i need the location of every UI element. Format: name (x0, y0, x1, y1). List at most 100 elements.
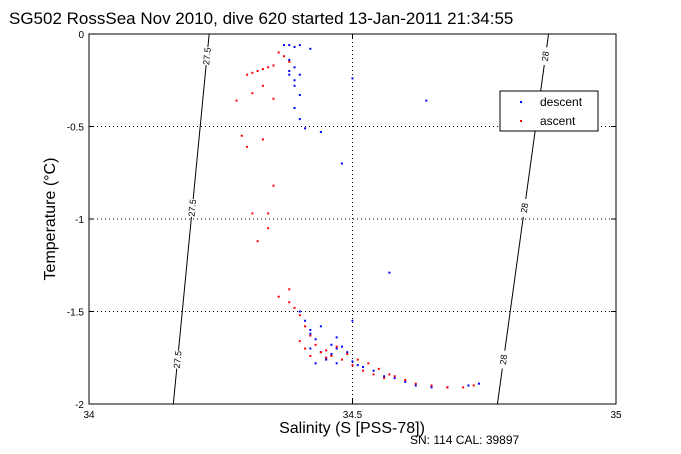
descent-point (372, 369, 375, 372)
ascent-point (404, 378, 407, 381)
y-tick-label: -0.5 (67, 123, 85, 134)
x-tick-label: 34 (83, 410, 95, 421)
descent-point (335, 336, 338, 339)
descent-point (330, 353, 333, 356)
x-tick-label: 35 (610, 410, 622, 421)
descent-point (335, 347, 338, 350)
ascent-point (251, 92, 254, 95)
descent-point (340, 162, 343, 165)
ascent-point (288, 288, 291, 291)
ascent-point (430, 384, 433, 387)
contour-label-bg (518, 198, 531, 218)
descent-point (362, 366, 365, 368)
x-axis-label: Salinity (S [PSS-78]) (279, 420, 425, 437)
legend (499, 90, 599, 132)
descent-point (467, 384, 470, 387)
descent-point (282, 44, 285, 47)
ascent-point (319, 351, 322, 354)
descent-point (425, 99, 428, 102)
x-tick-label: 34.5 (343, 410, 363, 421)
ascent-point (335, 345, 338, 348)
legend-label-ascent: ascent (540, 114, 576, 128)
ascent-point (362, 369, 365, 372)
descent-point (298, 310, 301, 313)
contour-label-bg (201, 46, 213, 66)
descent-point (325, 358, 328, 361)
ascent-point (240, 134, 243, 137)
ascent-point (304, 325, 307, 328)
ascent-point (393, 375, 396, 378)
descent-point (330, 343, 333, 346)
ascent-point (282, 55, 285, 58)
contour-label: 28 (519, 202, 530, 213)
descent-point (288, 58, 291, 61)
ascent-point (267, 212, 270, 215)
descent-point (298, 94, 301, 97)
ascent-point (330, 354, 333, 357)
chart-title: SG502 RossSea Nov 2010, dive 620 started… (9, 9, 513, 28)
ascent-point (472, 384, 475, 387)
descent-point (309, 329, 312, 331)
descent-point (288, 70, 291, 72)
contour-label: 28 (540, 51, 551, 62)
serial-calibration-text: SN: 114 CAL: 39897 (410, 433, 520, 447)
descent-point (351, 360, 354, 363)
ascent-point (261, 68, 264, 71)
descent-point (293, 66, 296, 69)
y-tick-label: -1 (75, 215, 84, 226)
y-axis-label: Temperature (°C) (42, 158, 59, 281)
ascent-point (267, 227, 270, 230)
ascent-point (267, 66, 270, 69)
ascent-point (304, 347, 307, 350)
ascent-point (340, 358, 343, 361)
ascent-point (325, 356, 328, 359)
ascent-point (462, 386, 465, 389)
ascent-point (246, 145, 249, 148)
ascent-point (256, 70, 259, 72)
ascent-point (251, 71, 254, 74)
descent-point (309, 347, 312, 350)
descent-point (430, 386, 433, 389)
ascent-point (298, 340, 301, 343)
legend-label-descent: descent (540, 95, 583, 109)
descent-point (346, 351, 349, 354)
ascent-point (277, 295, 280, 298)
descent-point (414, 384, 417, 387)
ascent-point (372, 373, 375, 376)
descent-point (356, 364, 359, 367)
ascent-point (272, 64, 275, 67)
ascent-point (309, 354, 312, 357)
y-tick-label: -1.5 (67, 308, 85, 319)
descent-point (309, 332, 312, 335)
descent-point (309, 47, 312, 50)
ascent-point (293, 306, 296, 309)
ascent-point (298, 314, 301, 317)
ascent-point (367, 362, 370, 365)
ascent-point (446, 386, 449, 389)
contour-label: 27.5 (186, 199, 198, 217)
ascent-point (272, 97, 275, 100)
descent-point (293, 45, 296, 48)
descent-point (383, 375, 386, 378)
y-tick-label: 0 (78, 30, 84, 41)
descent-point (304, 127, 307, 130)
descent-point (319, 325, 322, 328)
ascent-point (309, 334, 312, 337)
contour-label-bg (171, 350, 184, 370)
contour-label-bg (539, 46, 552, 66)
descent-point (298, 118, 301, 121)
ascent-point (288, 60, 291, 63)
ascent-point (272, 184, 275, 187)
descent-point (319, 131, 322, 134)
descent-point (304, 319, 307, 322)
contour-label: 27.5 (172, 350, 184, 368)
descent-point (404, 380, 407, 383)
descent-point (314, 338, 317, 341)
ascent-point (325, 349, 328, 352)
ascent-point (235, 99, 238, 102)
contour-label-bg (497, 350, 510, 370)
descent-point (288, 44, 291, 47)
descent-point (351, 319, 354, 322)
y-tick-label: -2 (75, 400, 84, 411)
descent-point (340, 345, 343, 348)
